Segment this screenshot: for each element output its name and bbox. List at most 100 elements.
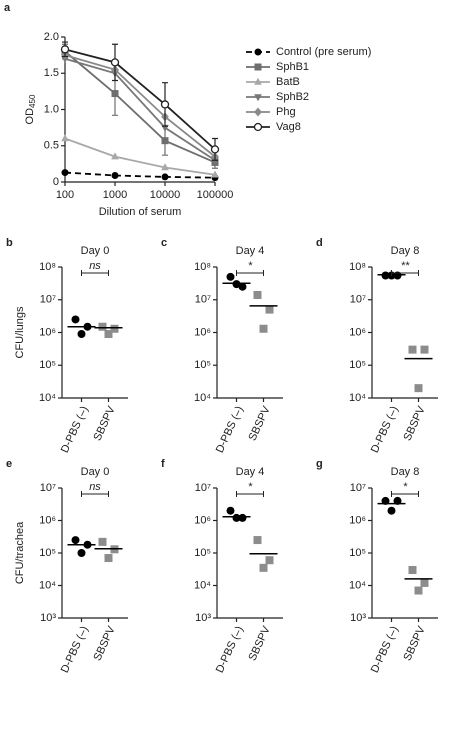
y-tick-label: 10⁷ bbox=[350, 482, 366, 494]
significance-label: * bbox=[403, 481, 408, 493]
x-tick-label: SBSPV bbox=[401, 624, 428, 663]
marker bbox=[387, 506, 396, 515]
y-tick-label: 10⁵ bbox=[194, 359, 211, 371]
x-tick-label: SBSPV bbox=[246, 404, 273, 443]
significance-bracket bbox=[236, 270, 264, 276]
marker bbox=[161, 173, 169, 181]
y-tick-label: 10⁵ bbox=[39, 547, 56, 559]
marker bbox=[420, 345, 429, 354]
legend-marker bbox=[254, 107, 262, 117]
y-tick-label: 10³ bbox=[195, 612, 211, 624]
legend-marker bbox=[253, 122, 263, 132]
marker bbox=[98, 322, 107, 331]
panel-label: e bbox=[6, 458, 12, 470]
marker bbox=[414, 586, 423, 595]
legend-label: Phg bbox=[276, 106, 296, 118]
x-tick-label: D-PBS (–) bbox=[59, 404, 91, 455]
y-axis-label: CFU/lungs bbox=[14, 306, 26, 358]
legend-marker bbox=[254, 94, 262, 102]
marker bbox=[98, 537, 107, 546]
marker bbox=[238, 282, 247, 291]
x-tick-label: SBSPV bbox=[91, 404, 118, 443]
y-tick-label: 10⁴ bbox=[349, 579, 366, 591]
x-tick-label: D-PBS (–) bbox=[369, 624, 401, 675]
y-tick-label: 10⁸ bbox=[349, 261, 366, 273]
marker bbox=[226, 506, 235, 515]
panel-label: f bbox=[161, 458, 165, 470]
series-line bbox=[64, 50, 216, 164]
panel-title: Day 8 bbox=[391, 466, 420, 478]
panel-label: d bbox=[316, 237, 323, 249]
y-tick-label: 10⁴ bbox=[194, 579, 211, 591]
y-tick-label: 10⁸ bbox=[39, 261, 56, 273]
marker bbox=[61, 134, 69, 142]
panel-title: Day 0 bbox=[81, 245, 110, 257]
y-axis-label: CFU/trachea bbox=[14, 521, 26, 584]
marker bbox=[160, 100, 170, 109]
significance-label: ns bbox=[89, 481, 101, 493]
marker bbox=[60, 45, 70, 54]
significance-label: ns bbox=[89, 260, 101, 272]
legend-label: BatB bbox=[276, 76, 300, 88]
legend-label: SphB2 bbox=[276, 91, 309, 103]
panel-title: Day 4 bbox=[236, 245, 265, 257]
series-line bbox=[64, 137, 216, 176]
x-tick-label: D-PBS (–) bbox=[369, 404, 401, 455]
y-tick-label: 10⁶ bbox=[194, 326, 211, 338]
marker bbox=[210, 145, 220, 154]
y-tick-label: 10⁷ bbox=[350, 294, 366, 306]
y-axis-label: OD450 bbox=[24, 94, 37, 124]
y-tick-label: 10⁶ bbox=[39, 326, 56, 338]
x-tick-label: D-PBS (–) bbox=[59, 624, 91, 675]
significance-bracket bbox=[81, 270, 109, 276]
marker bbox=[77, 329, 86, 338]
significance-bracket bbox=[81, 491, 109, 497]
y-tick-label: 10³ bbox=[40, 612, 56, 624]
y-tick-label: 2.0 bbox=[44, 31, 59, 43]
marker bbox=[71, 536, 80, 545]
panel-title: Day 4 bbox=[236, 466, 265, 478]
y-tick-label: 10⁶ bbox=[349, 326, 366, 338]
y-axis-label-sub: 450 bbox=[28, 94, 37, 108]
y-tick-label: 1.0 bbox=[44, 103, 59, 115]
y-tick-label: 10⁷ bbox=[195, 294, 211, 306]
marker bbox=[161, 163, 169, 171]
significance-bracket bbox=[236, 491, 264, 497]
y-tick-label: 10⁷ bbox=[40, 482, 56, 494]
legend-label: Control (pre serum) bbox=[276, 46, 371, 58]
marker bbox=[232, 513, 241, 522]
y-tick-label: 10⁵ bbox=[39, 359, 56, 371]
marker bbox=[265, 305, 274, 314]
marker bbox=[381, 271, 390, 280]
y-tick-label: 10⁷ bbox=[40, 294, 56, 306]
marker bbox=[408, 345, 417, 354]
panel-label: g bbox=[316, 458, 323, 470]
marker bbox=[420, 578, 429, 587]
x-tick-label: 10000 bbox=[150, 189, 181, 201]
marker bbox=[253, 536, 262, 545]
y-tick-label: 0.5 bbox=[44, 140, 59, 152]
marker bbox=[104, 554, 113, 563]
significance-bracket bbox=[391, 270, 419, 276]
x-tick-label: D-PBS (–) bbox=[214, 624, 246, 675]
marker bbox=[259, 563, 268, 572]
marker bbox=[77, 549, 86, 557]
legend-marker bbox=[254, 48, 262, 56]
y-axis-label-main: OD bbox=[24, 108, 36, 125]
significance-label: * bbox=[248, 481, 253, 493]
y-tick-label: 10⁶ bbox=[39, 514, 56, 526]
y-tick-label: 0 bbox=[53, 176, 59, 188]
marker bbox=[161, 137, 169, 145]
legend-label: SphB1 bbox=[276, 61, 309, 73]
marker bbox=[61, 169, 69, 177]
y-tick-label: 10⁴ bbox=[194, 392, 211, 404]
significance-label: * bbox=[248, 260, 253, 272]
x-tick-label: D-PBS (–) bbox=[214, 404, 246, 455]
marker bbox=[110, 324, 119, 333]
y-tick-label: 10⁴ bbox=[39, 392, 56, 404]
marker bbox=[111, 171, 119, 179]
x-axis-label: Dilution of serum bbox=[99, 206, 182, 218]
series-line bbox=[64, 171, 216, 179]
marker bbox=[259, 324, 268, 333]
